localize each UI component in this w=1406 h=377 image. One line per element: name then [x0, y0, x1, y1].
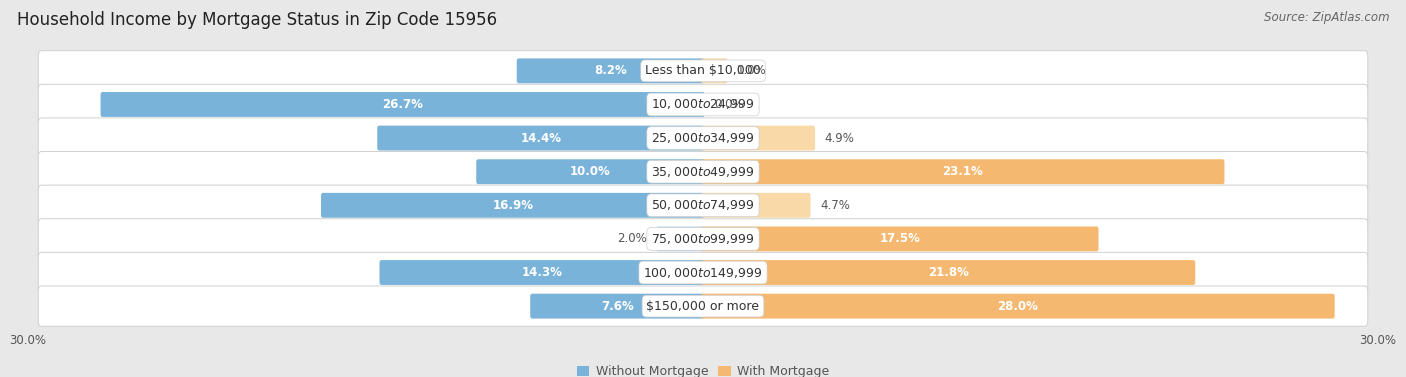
FancyBboxPatch shape — [530, 294, 704, 319]
FancyBboxPatch shape — [38, 84, 1368, 125]
Text: 4.9%: 4.9% — [824, 132, 855, 145]
FancyBboxPatch shape — [38, 286, 1368, 326]
Text: $25,000 to $34,999: $25,000 to $34,999 — [651, 131, 755, 145]
FancyBboxPatch shape — [702, 227, 1098, 251]
FancyBboxPatch shape — [380, 260, 704, 285]
FancyBboxPatch shape — [477, 159, 704, 184]
Text: 16.9%: 16.9% — [492, 199, 533, 212]
Text: 7.6%: 7.6% — [602, 300, 634, 313]
Text: $75,000 to $99,999: $75,000 to $99,999 — [651, 232, 755, 246]
Text: 8.2%: 8.2% — [595, 64, 627, 77]
FancyBboxPatch shape — [38, 185, 1368, 225]
FancyBboxPatch shape — [702, 58, 727, 83]
FancyBboxPatch shape — [517, 58, 704, 83]
Text: 14.3%: 14.3% — [522, 266, 562, 279]
FancyBboxPatch shape — [38, 152, 1368, 192]
Text: 21.8%: 21.8% — [928, 266, 969, 279]
FancyBboxPatch shape — [702, 193, 810, 218]
Text: 0.0%: 0.0% — [714, 98, 744, 111]
FancyBboxPatch shape — [38, 252, 1368, 293]
FancyBboxPatch shape — [702, 294, 1334, 319]
FancyBboxPatch shape — [702, 159, 1225, 184]
Text: $10,000 to $24,999: $10,000 to $24,999 — [651, 98, 755, 112]
Text: 23.1%: 23.1% — [942, 165, 983, 178]
FancyBboxPatch shape — [101, 92, 704, 117]
FancyBboxPatch shape — [321, 193, 704, 218]
FancyBboxPatch shape — [377, 126, 704, 150]
Text: 14.4%: 14.4% — [520, 132, 561, 145]
Text: $35,000 to $49,999: $35,000 to $49,999 — [651, 165, 755, 179]
Text: Source: ZipAtlas.com: Source: ZipAtlas.com — [1264, 11, 1389, 24]
Text: 26.7%: 26.7% — [382, 98, 423, 111]
Text: $50,000 to $74,999: $50,000 to $74,999 — [651, 198, 755, 212]
Text: 10.0%: 10.0% — [571, 165, 610, 178]
Text: 4.7%: 4.7% — [820, 199, 849, 212]
Text: $150,000 or more: $150,000 or more — [647, 300, 759, 313]
Text: 2.0%: 2.0% — [617, 232, 647, 245]
Text: 1.0%: 1.0% — [737, 64, 766, 77]
Text: Less than $10,000: Less than $10,000 — [645, 64, 761, 77]
FancyBboxPatch shape — [657, 227, 704, 251]
Text: 28.0%: 28.0% — [997, 300, 1039, 313]
FancyBboxPatch shape — [702, 126, 815, 150]
FancyBboxPatch shape — [38, 118, 1368, 158]
FancyBboxPatch shape — [702, 260, 1195, 285]
Text: 17.5%: 17.5% — [879, 232, 921, 245]
FancyBboxPatch shape — [38, 51, 1368, 91]
FancyBboxPatch shape — [38, 219, 1368, 259]
Text: Household Income by Mortgage Status in Zip Code 15956: Household Income by Mortgage Status in Z… — [17, 11, 496, 29]
Text: $100,000 to $149,999: $100,000 to $149,999 — [644, 265, 762, 279]
Legend: Without Mortgage, With Mortgage: Without Mortgage, With Mortgage — [572, 360, 834, 377]
